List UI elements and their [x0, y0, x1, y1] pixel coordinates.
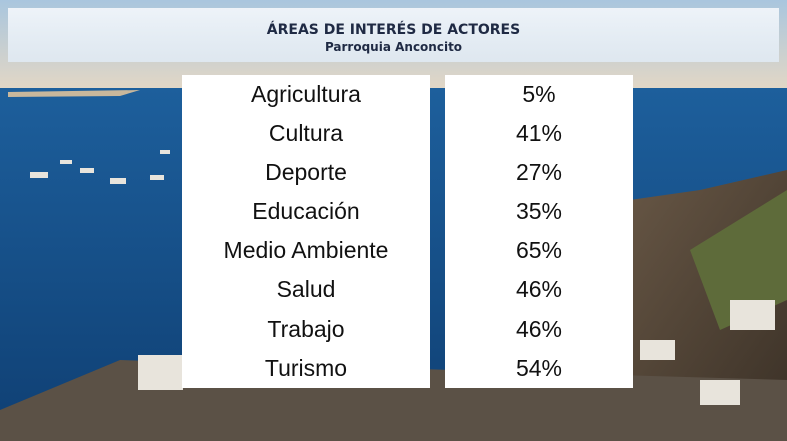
area-column: Agricultura Cultura Deporte Educación Medio … — [182, 75, 430, 388]
percent-cell: 65% — [515, 237, 563, 264]
area-cell: Educación — [252, 198, 360, 225]
title: ÁREAS DE INTERÉS DE ACTORES — [266, 22, 521, 38]
percent-cell: 35% — [515, 198, 563, 225]
percent-cell: 27% — [515, 159, 563, 186]
area-cell: Agricultura — [251, 81, 361, 107]
area-cell: Medio Ambiente — [223, 237, 389, 264]
area-cell: Cultura — [268, 120, 344, 147]
area-cell: Turismo — [264, 354, 348, 381]
percent-column: 5% 41% 27% 35% 65% 46% 46% 54% — [445, 75, 633, 388]
percent-cell: 46% — [515, 276, 563, 303]
percent-cell: 54% — [515, 354, 563, 381]
subtitle: Parroquia Anconcito — [324, 40, 463, 54]
area-cell: Trabajo — [267, 315, 345, 342]
area-cell: Salud — [276, 276, 336, 303]
title-banner: ÁREAS DE INTERÉS DE ACTORES Parroquia An… — [8, 8, 779, 62]
percent-cell: 41% — [515, 120, 563, 147]
area-cell: Deporte — [265, 159, 347, 186]
percent-cell: 5% — [522, 81, 556, 107]
percent-cell: 46% — [515, 315, 563, 342]
